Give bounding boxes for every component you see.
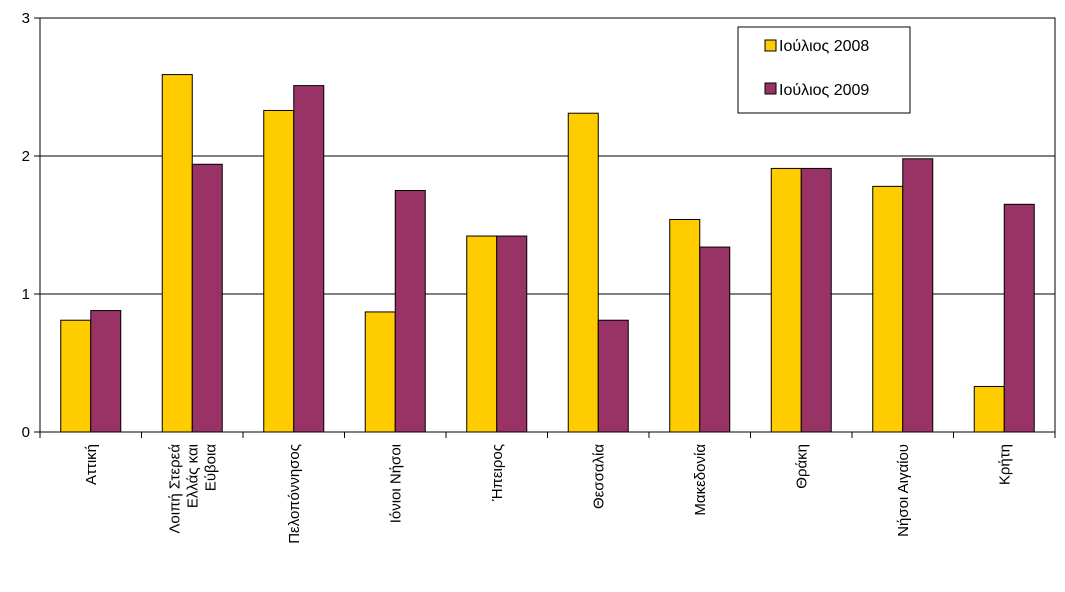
category-label-5: Θεσσαλία [590,444,607,509]
bar-2009-0 [90,310,122,433]
category-label-line: Ελλάς και [184,444,201,508]
legend-swatch-2009 [764,82,777,95]
bar-2008-4 [466,235,498,433]
category-label-line: Μακεδονία [692,444,709,516]
y-tick-label-1: 1 [22,286,30,303]
category-label-9: Κρήτη [996,444,1013,485]
bar-2008-3 [364,311,396,433]
bar-2008-2 [263,109,295,433]
bar-2009-8 [902,158,934,433]
bar-2009-5 [597,319,629,433]
category-label-6: Μακεδονία [692,444,709,516]
category-label-4: Ήπειρος [489,444,506,502]
bar-2008-9 [973,385,1005,433]
bar-2008-0 [60,319,92,433]
bar-2009-7 [800,167,832,433]
y-axis-ticks: 0 1 2 3 [22,10,40,441]
legend-label-2008: Ιούλιος 2008 [779,38,869,55]
bar-2009-4 [496,235,528,433]
legend-swatch-2008 [764,39,777,52]
category-label-line: Θεσσαλία [590,444,607,509]
category-label-line: Ιόνιοι Νήσοι [387,444,404,523]
category-label-line: Εύβοια [202,444,219,492]
y-tick-label-2: 2 [22,148,30,165]
legend-label-2009: Ιούλιος 2009 [779,82,869,99]
y-tick-label-3: 3 [22,10,30,27]
category-label-line: Λοιπή Στερεά [166,444,183,534]
category-label-3: Ιόνιοι Νήσοι [387,444,404,523]
x-axis-category-labels: Αττική Λοιπή ΣτερεάΕλλάς καιΕύβοια Πελοπόν… [83,444,1014,544]
bar-2009-6 [699,246,731,433]
x-axis-ticks [39,432,1056,438]
bar-2008-7 [770,167,802,433]
bar-2008-8 [872,185,904,433]
bar-2008-1 [161,74,193,433]
category-label-7: Θράκη [793,444,810,489]
legend: Ιούλιος 2008 Ιούλιος 2009 [737,26,911,114]
bar-2008-6 [669,218,701,433]
category-label-line: Νήσοι Αιγαίου [895,444,912,537]
bars [60,74,1035,433]
bar-2009-2 [293,85,325,433]
bar-2009-3 [394,190,426,433]
category-label-0: Αττική [83,444,100,485]
category-label-8: Νήσοι Αιγαίου [895,444,912,537]
category-label-2: Πελοπόννησος [286,444,303,544]
category-label-1: Λοιπή ΣτερεάΕλλάς καιΕύβοια [166,444,219,534]
bar-2008-5 [567,112,599,433]
category-label-line: Θράκη [793,444,810,489]
y-tick-label-0: 0 [22,424,30,441]
bar-2009-1 [191,163,223,433]
category-label-line: Αττική [83,444,100,485]
category-label-line: Πελοπόννησος [286,444,303,544]
bar-2009-9 [1003,203,1035,433]
category-label-line: Κρήτη [996,444,1013,485]
category-label-line: Ήπειρος [489,444,506,502]
